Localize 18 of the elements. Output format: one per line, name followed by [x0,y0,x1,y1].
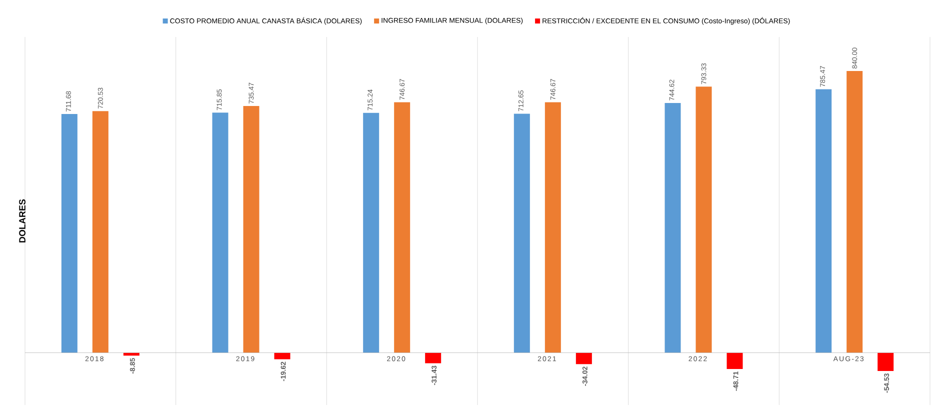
y-axis-title: DOLARES [19,199,26,242]
bar [274,352,290,360]
bar [212,112,228,353]
bar [846,71,863,353]
bar [878,352,894,371]
bar [425,352,442,364]
bar [243,106,260,353]
bar [816,89,832,353]
bar [576,352,592,364]
bar [544,102,561,353]
bar [696,86,712,353]
bar [394,102,410,353]
bar [363,112,380,353]
bar [664,102,681,353]
bar [61,114,78,353]
bar [514,114,530,353]
bar [726,352,743,370]
bar [92,111,108,353]
